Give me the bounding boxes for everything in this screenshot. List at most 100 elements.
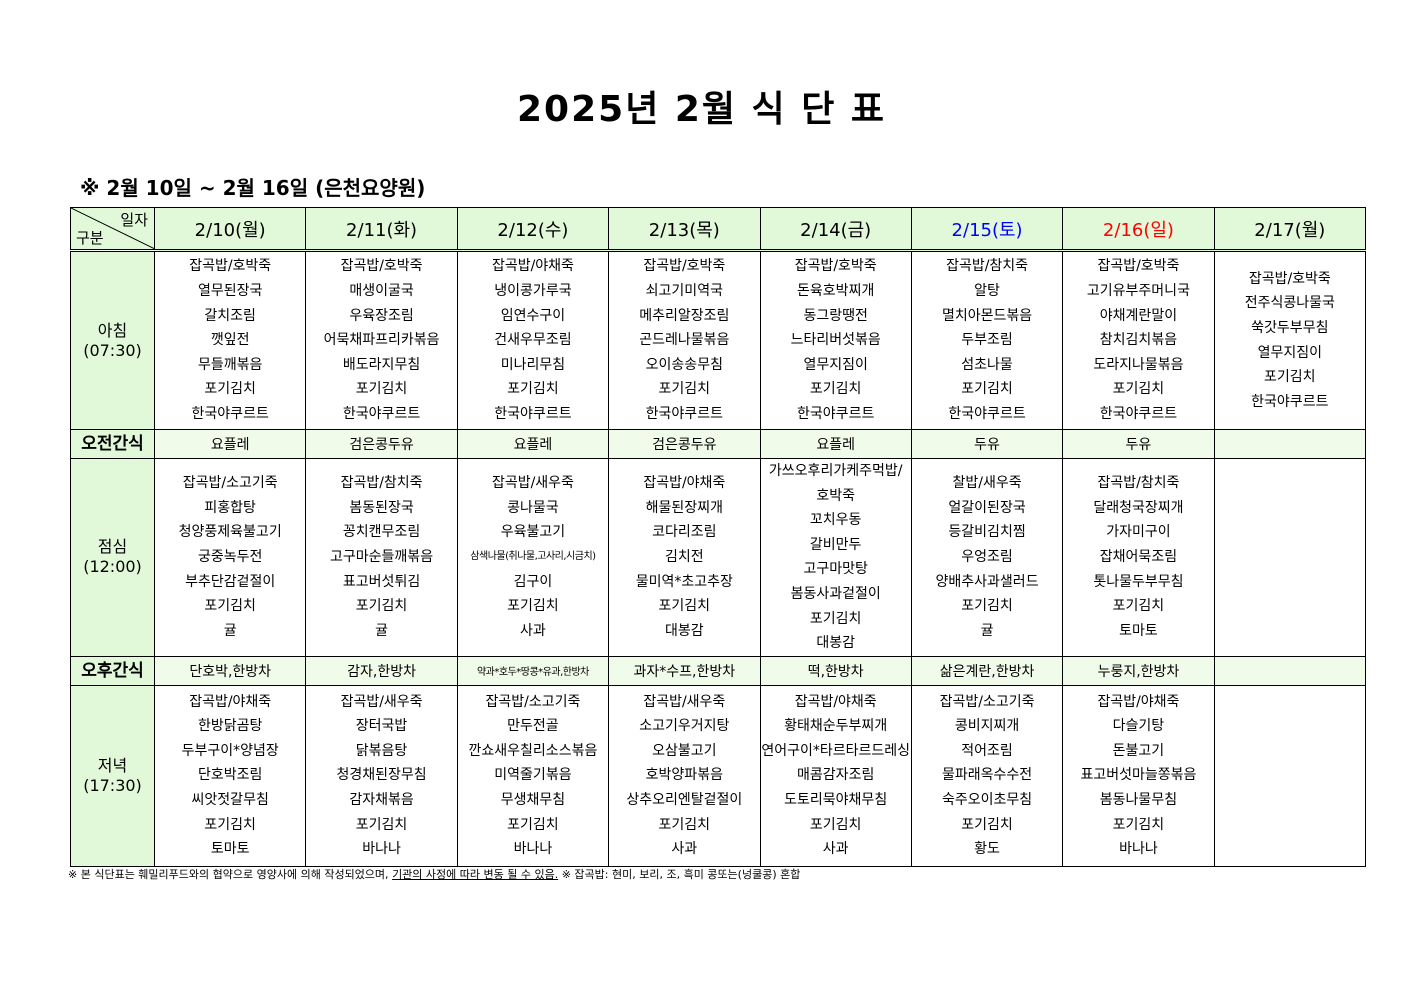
menu-item: 물파래옥수수전 [941,767,1033,784]
menu-item: 무들깨볶음 [197,356,263,373]
menu-item: 잡곡밥/야채죽 [491,258,574,275]
menu-item: 포기김치 [1264,369,1316,386]
date-header-row: 일자 구분 2/10(월) 2/11(화) 2/12(수) 2/13(목) 2/14(금… [70,207,1367,252]
menu-item: 표고버섯튀김 [342,573,421,590]
menu-item: 포기김치 [204,816,256,833]
corner-category-label: 구분 [76,229,104,247]
breakfast-cell: 잡곡밥/호박죽 열무된장국 갈치조림 깻잎전 무들깨볶음 포기김치 한국야쿠르트 [153,250,307,430]
date-header-4: 2/14(금) [759,207,912,252]
menu-item: 감자채볶음 [349,792,414,809]
footer-note-text: ※ 본 식단표는 훼밀리푸드와의 협약으로 영양사에 의해 작성되었으며, [68,868,389,881]
menu-item: 황도 [974,841,1000,858]
menu-item: 양배추사과샐러드 [935,573,1039,590]
meal-label: 저녁 [97,755,128,775]
menu-item: 깐쇼새우칠리소스볶음 [468,742,598,759]
menu-item: 황태채순두부찌개 [784,718,888,735]
footer-note-underlined: 기관의 사정에 따라 변동 될 수 있음. [392,868,559,881]
menu-item: 포기김치 [961,381,1013,398]
snack-item: 단호박,한방차 [189,663,272,680]
footer-note: ※ 본 식단표는 훼밀리푸드와의 협약으로 영양사에 의해 작성되었으며, 기관… [68,866,800,882]
pm-snack-cell: 감자,한방차 [305,655,458,686]
menu-item: 잡곡밥/소고기죽 [485,693,581,710]
menu-item: 잡곡밥/호박죽 [189,258,272,275]
menu-item: 포기김치 [658,381,711,398]
menu-item: 어묵채파프리카볶음 [323,332,440,349]
menu-item: 등갈비김치찜 [948,524,1026,541]
menu-item: 포기김치 [961,816,1013,833]
am-snack-cell: 두유 [1062,429,1215,459]
am-snack-cell: 요플레 [456,429,610,459]
pm-snack-cell: 누룽지,한방차 [1062,655,1215,686]
meal-label: 아침 [97,320,128,340]
menu-item: 사과 [822,841,849,858]
menu-item: 톳나물두부무침 [1093,573,1184,590]
menu-item: 돈육호박찌개 [797,283,875,300]
menu-item: 단호박조림 [197,767,263,784]
menu-item: 잡곡밥/야채죽 [643,475,726,492]
menu-item: 잡곡밥/새우죽 [643,693,726,710]
am-snack-row: 오전간식 요플레 검은콩두유 요플레 검은콩두유 요플레 두유 두유 [70,429,1367,459]
meal-label: 오전간식 [81,434,144,454]
menu-item: 물미역*초고추장 [635,573,733,590]
snack-item: 약과*호두*땅콩*유과,한방차 [476,666,589,678]
menu-item: 꽁치캔무조림 [342,524,421,541]
menu-item: 한국야쿠르트 [948,405,1026,422]
pm-snack-cell: 삶은계란,한방차 [910,655,1064,686]
meal-label: 점심 [97,537,128,557]
menu-item: 만두전골 [507,718,559,735]
menu-item: 상추오리엔탈겉절이 [626,792,743,809]
lunch-cell [1213,458,1367,657]
snack-item: 두유 [1125,437,1152,453]
menu-item: 고구마순들깨볶음 [330,549,434,566]
menu-item: 잡곡밥/호박죽 [1097,258,1180,275]
menu-item: 연어구이*타르타르드레싱 [761,742,911,759]
menu-item: 숙주오이초무침 [941,792,1033,809]
lunch-cell: 찰밥/새우죽 얼갈이된장국 등갈비김치찜 우엉조림 양배추사과샐러드 포기김치 귤 [910,458,1064,657]
week-range-heading: ※ 2월 10일 ~ 2월 16일 (은천요양원) [80,176,426,200]
menu-item: 대봉감 [816,635,855,652]
menu-item: 메추리알장조림 [639,307,730,324]
menu-item: 잡곡밥/야채죽 [1097,693,1180,710]
snack-item: 감자,한방차 [347,663,416,680]
menu-item: 도라지나물볶음 [1093,356,1184,373]
menu-item: 잡곡밥/참치죽 [340,475,423,492]
menu-item: 잡곡밥/새우죽 [491,475,574,492]
menu-item: 토마토 [1119,622,1158,639]
meal-label: 오후간식 [81,660,144,681]
dinner-cell: 잡곡밥/소고기죽 만두전골 깐쇼새우칠리소스볶음 미역줄기볶음 무생채무침 포기김치 바나나 [456,684,610,867]
snack-item: 누룽지,한방차 [1097,663,1180,680]
menu-item: 포기김치 [507,816,559,833]
menu-item: 포기김치 [355,598,408,615]
menu-item: 적어조림 [961,742,1013,759]
am-snack-cell: 검은콩두유 [608,429,761,459]
menu-item: 포기김치 [204,381,256,398]
menu-item: 콩나물국 [507,499,559,516]
breakfast-cell: 잡곡밥/호박죽 쇠고기미역국 메추리알장조림 곤드레나물볶음 오이송송무침 포기김치 한국야… [608,250,761,430]
menu-item: 씨앗젓갈무침 [191,792,269,809]
menu-item: 사과 [671,841,698,858]
meal-time: (07:30) [83,340,142,360]
menu-item: 열무지짐이 [1257,344,1323,361]
menu-item: 포기김치 [658,816,711,833]
menu-item: 청양풍제육불고기 [178,524,282,541]
menu-item: 포기김치 [961,598,1013,615]
menu-item: 바나나 [1119,841,1158,858]
menu-item: 한국야쿠르트 [645,405,723,422]
menu-item: 찰밥/새우죽 [952,475,1022,492]
menu-item: 매콤감자조림 [797,767,875,784]
dinner-cell: 잡곡밥/야채죽 한방닭곰탕 두부구이*양념장 단호박조림 씨앗젓갈무침 포기김치 토마토 [153,684,307,867]
date-header-2: 2/12(수) [456,207,610,252]
menu-item: 포기김치 [809,610,862,627]
menu-item: 귤 [223,622,237,639]
menu-item: 잡곡밥/야채죽 [189,693,272,710]
menu-item: 호박죽 [816,487,855,504]
menu-item: 궁중녹두전 [197,549,263,566]
menu-item: 김치전 [664,549,704,566]
menu-item: 갈치조림 [204,307,256,324]
menu-item: 포기김치 [355,816,408,833]
meal-plan-table: 일자 구분 2/10(월) 2/11(화) 2/12(수) 2/13(목) 2/14(금… [70,207,1367,867]
pm-snack-cell: 과자*수프,한방차 [608,655,761,686]
menu-item: 꼬치우동 [809,512,862,529]
menu-item: 도토리묵야채무침 [784,792,888,809]
menu-item: 잡곡밥/호박죽 [340,258,423,275]
